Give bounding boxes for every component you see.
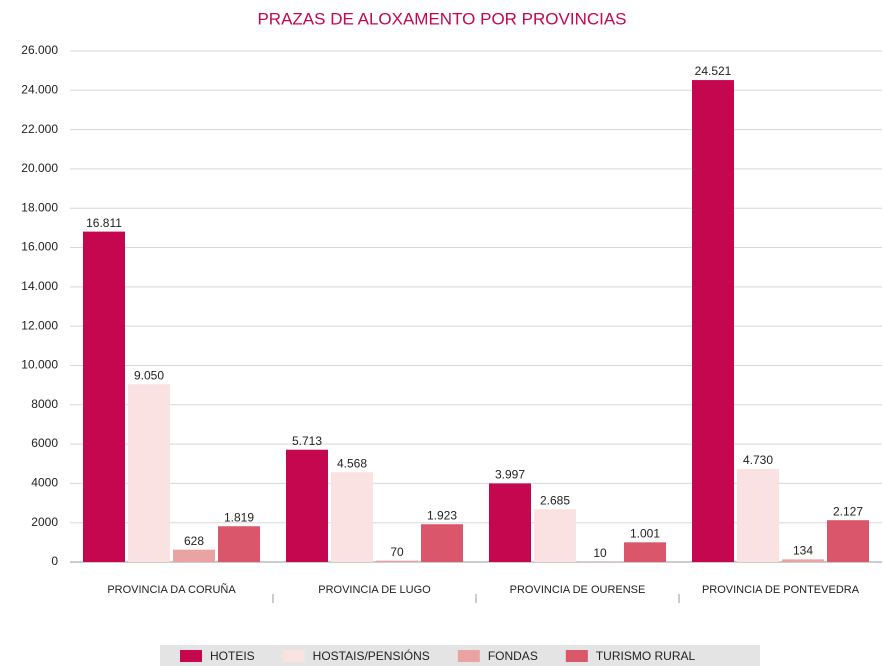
legend-label: HOTEIS <box>210 649 255 663</box>
chart-title: PRAZAS DE ALOXAMENTO POR PROVINCIAS <box>257 9 626 28</box>
y-tick-label: 2000 <box>31 515 58 529</box>
data-label: 16.811 <box>86 216 122 230</box>
y-tick-label: 18.000 <box>21 200 58 214</box>
data-label: 9.050 <box>134 368 164 382</box>
bar <box>331 472 373 562</box>
bar <box>83 231 125 563</box>
y-tick-label: 20.000 <box>21 161 58 175</box>
bar <box>489 483 531 562</box>
bar <box>692 80 734 562</box>
y-tick-label: 12.000 <box>21 318 58 332</box>
bar <box>218 526 260 562</box>
bar <box>624 542 666 562</box>
bar <box>827 520 869 562</box>
x-tick-label: PROVINCIA DE PONTEVEDRA <box>702 584 860 596</box>
bar <box>421 524 463 562</box>
data-label: 134 <box>793 544 813 558</box>
x-tick-label: PROVINCIA DA CORUÑA <box>107 583 236 596</box>
legend-swatch <box>282 650 305 662</box>
data-label: 1.819 <box>224 510 254 524</box>
legend-swatch <box>180 650 202 662</box>
legend-label: HOSTAIS/PENSIÓNS <box>313 648 430 663</box>
y-tick-label: 6000 <box>31 436 58 450</box>
bar <box>286 449 328 562</box>
data-label: 628 <box>184 534 204 548</box>
x-tick-label: PROVINCIA DE OURENSE <box>510 584 646 596</box>
data-label: 10 <box>593 546 607 560</box>
data-label: 4.568 <box>337 456 367 470</box>
bar <box>128 384 170 562</box>
y-tick-label: 14.000 <box>21 279 58 293</box>
y-tick-label: 22.000 <box>21 122 58 136</box>
bar <box>173 549 215 562</box>
data-label: 24.521 <box>695 64 732 78</box>
y-tick-label: 26.000 <box>21 43 58 57</box>
data-label: 4.730 <box>743 453 773 467</box>
data-label: 2.685 <box>540 493 570 507</box>
data-label: 1.923 <box>427 508 457 522</box>
bar <box>737 469 779 562</box>
x-tick-label: PROVINCIA DE LUGO <box>318 584 431 596</box>
legend-label: TURISMO RURAL <box>596 649 696 663</box>
y-tick-label: 16.000 <box>21 240 58 254</box>
y-tick-label: 0 <box>51 554 58 568</box>
legend-label: FONDAS <box>488 649 538 663</box>
y-tick-label: 10.000 <box>21 358 58 372</box>
y-tick-label: 4000 <box>31 476 58 490</box>
y-tick-label: 8000 <box>31 397 58 411</box>
legend-swatch <box>457 650 480 662</box>
data-label: 5.713 <box>292 434 322 448</box>
data-label: 1.001 <box>630 526 660 540</box>
y-tick-label: 24.000 <box>21 82 58 96</box>
legend-swatch <box>565 650 588 662</box>
bar <box>534 509 576 562</box>
data-label: 2.127 <box>833 504 863 518</box>
data-label: 3.997 <box>495 468 525 482</box>
bar <box>376 560 418 562</box>
bar <box>782 559 824 562</box>
data-label: 70 <box>390 545 404 559</box>
